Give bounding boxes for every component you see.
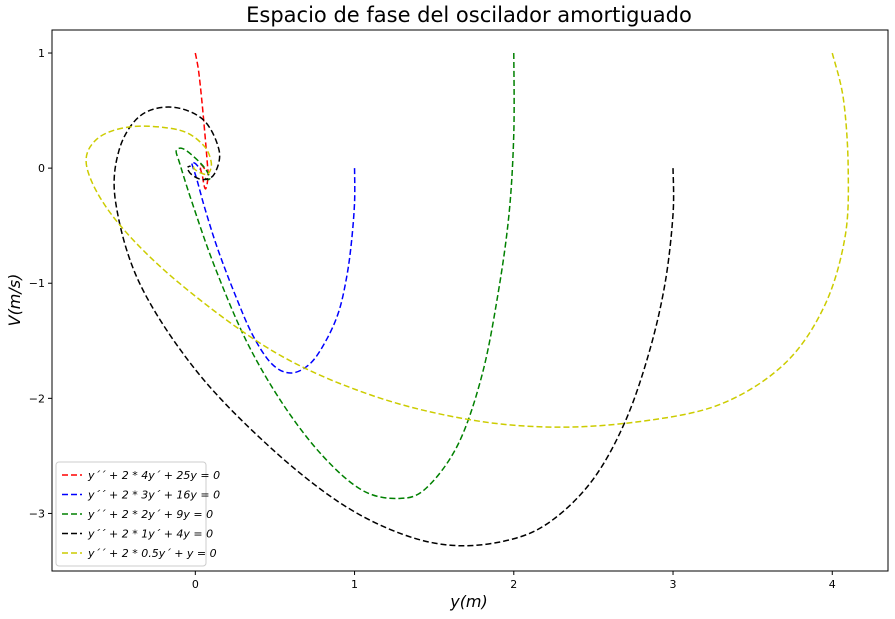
x-axis-title: y(m): [449, 592, 488, 611]
series-line-3: [175, 53, 515, 500]
y-axis-title: V(m/s): [5, 274, 24, 327]
series-line-2: [190, 161, 356, 374]
x-axis-ticks: 0 1 2 3 4: [192, 571, 836, 591]
series-line-4: [113, 106, 675, 547]
legend-label-5: y´´ + 2 * 0.5y´ + y = 0: [87, 547, 217, 560]
x-tick-label: 0: [192, 578, 199, 591]
chart-title: Espacio de fase del oscilador amortiguad…: [246, 3, 692, 27]
y-tick-label: 0: [38, 162, 45, 175]
y-tick-label: 1: [38, 47, 45, 60]
legend-box: [55, 461, 207, 567]
x-tick-label: 3: [670, 578, 677, 591]
series-layer: [85, 52, 850, 547]
x-tick-label: 1: [351, 578, 358, 591]
legend: y´´ + 2 * 4y´ + 25y = 0 y´´ + 2 * 3y´ + 1…: [55, 461, 220, 567]
plot-frame: [51, 29, 889, 572]
legend-label-3: y´´ + 2 * 2y´ + 9y = 0: [87, 508, 213, 521]
legend-label-2: y´´ + 2 * 3y´ + 16y = 0: [87, 489, 220, 502]
series-line-5: [85, 52, 850, 428]
x-tick-label: 2: [510, 578, 517, 591]
legend-label-4: y´´ + 2 * 1y´ + 4y = 0: [87, 528, 213, 541]
y-axis-ticks: 1 0 −1 −2 −3: [29, 47, 52, 520]
y-tick-label: −3: [29, 507, 45, 520]
x-tick-label: 4: [829, 578, 836, 591]
y-tick-label: −1: [29, 277, 45, 290]
legend-label-1: y´´ + 2 * 4y´ + 25y = 0: [87, 469, 220, 482]
y-tick-label: −2: [29, 392, 45, 405]
